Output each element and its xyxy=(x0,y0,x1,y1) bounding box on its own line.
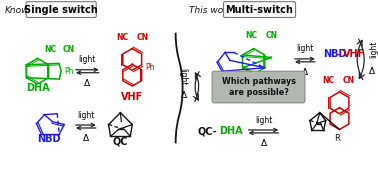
Text: Δ: Δ xyxy=(84,79,90,88)
Text: Which pathways
are possible?: Which pathways are possible? xyxy=(222,77,296,97)
Text: CN: CN xyxy=(136,33,148,42)
Text: light: light xyxy=(369,41,378,58)
Text: -: - xyxy=(336,49,341,59)
Text: light: light xyxy=(296,44,314,54)
Text: Known: Known xyxy=(5,6,35,15)
Text: Single switch: Single switch xyxy=(24,5,98,14)
Text: light: light xyxy=(79,55,96,64)
Text: DHA: DHA xyxy=(26,83,49,93)
Text: VHF: VHF xyxy=(121,92,143,102)
Text: CN: CN xyxy=(62,45,74,54)
Text: NC: NC xyxy=(44,45,56,54)
Text: Δ: Δ xyxy=(369,67,375,76)
Text: This work: This work xyxy=(189,6,233,15)
Text: Multi-switch: Multi-switch xyxy=(226,5,293,14)
Text: Δ: Δ xyxy=(83,134,89,143)
FancyBboxPatch shape xyxy=(223,2,296,18)
Text: Ph: Ph xyxy=(145,63,155,72)
Text: Δ: Δ xyxy=(260,139,266,148)
Text: light: light xyxy=(77,111,94,120)
Text: Δ: Δ xyxy=(302,68,308,77)
Text: NC: NC xyxy=(245,31,257,40)
Text: NBD: NBD xyxy=(323,49,346,59)
Text: NC: NC xyxy=(322,76,335,85)
FancyBboxPatch shape xyxy=(212,71,305,103)
Text: QC: QC xyxy=(113,136,128,146)
Text: Ph: Ph xyxy=(64,67,74,76)
Text: NC: NC xyxy=(116,33,128,42)
Text: QC-: QC- xyxy=(197,126,217,136)
Text: light: light xyxy=(178,69,187,86)
Text: CN: CN xyxy=(342,76,355,85)
Text: R: R xyxy=(263,79,268,88)
Text: R: R xyxy=(335,134,341,143)
Text: DHA: DHA xyxy=(219,126,243,136)
Text: NBD: NBD xyxy=(37,134,61,144)
Text: light: light xyxy=(255,115,272,125)
FancyBboxPatch shape xyxy=(26,2,96,18)
Text: Δ: Δ xyxy=(181,91,187,100)
Text: VHF: VHF xyxy=(344,49,366,59)
Text: CN: CN xyxy=(265,31,277,40)
